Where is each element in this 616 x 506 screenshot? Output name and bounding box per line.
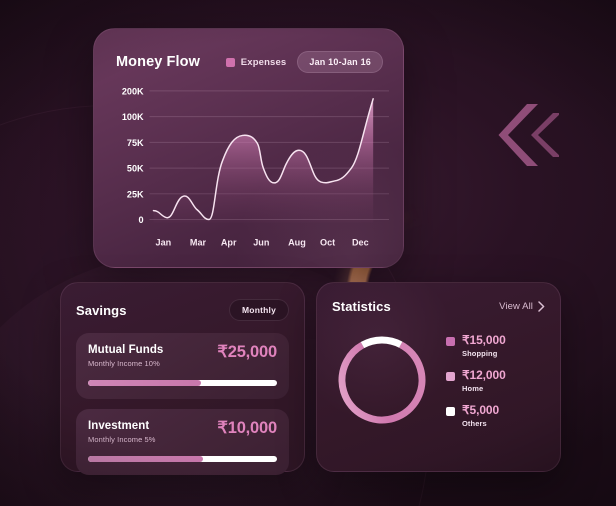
money-flow-header-controls: Expenses Jan 10-Jan 16 <box>225 51 383 73</box>
savings-progress-fill <box>88 380 202 386</box>
savings-item-name: Mutual Funds <box>88 344 164 356</box>
legend-item-amount: ₹12,000 <box>462 367 506 382</box>
svg-text:Dec: Dec <box>352 237 369 247</box>
svg-text:Oct: Oct <box>320 237 335 247</box>
statistics-header: Statistics View All <box>332 299 545 314</box>
statistics-body: ₹15,000 Shopping ₹12,000 Home ₹5,000 Oth… <box>332 330 545 430</box>
legend-item-text: ₹5,000 Others <box>462 403 500 429</box>
legend-item-home: ₹12,000 Home <box>446 367 506 394</box>
svg-text:200K: 200K <box>122 86 144 96</box>
savings-progress-track <box>88 456 277 462</box>
savings-header: Savings Monthly <box>76 299 289 321</box>
savings-title: Savings <box>76 302 127 318</box>
svg-text:25K: 25K <box>127 189 144 199</box>
page-title: Money Flow <box>116 54 200 70</box>
money-flow-area-chart: 200K 100K 75K 50K 25K 0 Jan Mar Apr Jun … <box>122 86 389 247</box>
savings-item-investment[interactable]: Investment Monthly Income 5% ₹10,000 <box>76 409 289 475</box>
svg-text:Aug: Aug <box>288 237 306 247</box>
chevron-right-icon <box>538 301 545 312</box>
view-all-label: View All <box>499 301 533 312</box>
savings-card: Savings Monthly Mutual Funds Monthly Inc… <box>60 282 305 475</box>
legend-item-text: ₹12,000 Home <box>462 367 506 394</box>
chart-area-fill <box>153 98 374 223</box>
legend-swatch-icon <box>446 336 455 346</box>
svg-text:Jan: Jan <box>156 237 172 247</box>
legend-swatch-icon <box>446 371 455 381</box>
statistics-legend: ₹15,000 Shopping ₹12,000 Home ₹5,000 Oth… <box>446 332 506 429</box>
money-flow-header: Money Flow Expenses Jan 10-Jan 16 <box>94 29 403 73</box>
savings-item-row: Investment Monthly Income 5% ₹10,000 <box>88 420 277 444</box>
savings-item-name: Investment <box>88 420 150 432</box>
legend-item-shopping: ₹15,000 Shopping <box>446 332 506 358</box>
legend-swatch-icon <box>225 57 235 67</box>
savings-item-text: Mutual Funds Monthly Income 10% <box>88 344 163 368</box>
legend-swatch-icon <box>446 407 455 417</box>
savings-item-subtitle: Monthly Income 10% <box>88 359 160 368</box>
svg-text:Mar: Mar <box>190 237 207 247</box>
svg-text:100K: 100K <box>122 112 144 122</box>
double-chevron-left-icon <box>487 99 561 171</box>
legend-expenses: Expenses <box>225 56 287 68</box>
savings-progress-fill <box>88 456 204 462</box>
svg-text:Apr: Apr <box>221 237 237 247</box>
savings-item-row: Mutual Funds Monthly Income 10% ₹25,000 <box>88 344 277 368</box>
chart-y-axis-labels: 200K 100K 75K 50K 25K 0 <box>122 86 144 225</box>
money-flow-card: Money Flow Expenses Jan 10-Jan 16 <box>93 28 404 268</box>
legend-item-label: Others <box>462 419 487 429</box>
legend-item-amount: ₹5,000 <box>462 403 500 418</box>
savings-period-selector[interactable]: Monthly <box>229 299 289 321</box>
svg-text:50K: 50K <box>127 164 144 174</box>
savings-item-text: Investment Monthly Income 5% <box>88 420 156 444</box>
statistics-title: Statistics <box>332 299 391 314</box>
legend-item-label: Shopping <box>462 348 498 358</box>
chart-x-axis-labels: Jan Mar Apr Jun Aug Oct Dec <box>156 237 369 247</box>
savings-item-amount: ₹10,000 <box>217 419 277 437</box>
legend-item-label: Home <box>462 384 484 394</box>
legend-item-amount: ₹15,000 <box>462 332 506 347</box>
statistics-card: Statistics View All <box>316 282 561 472</box>
savings-item-amount: ₹25,000 <box>217 343 277 361</box>
legend-item-text: ₹15,000 Shopping <box>462 332 506 358</box>
savings-progress-track <box>88 380 277 386</box>
view-all-button[interactable]: View All <box>499 301 545 312</box>
statistics-donut-chart <box>338 336 426 424</box>
svg-text:Jun: Jun <box>253 237 269 247</box>
legend-item-others: ₹5,000 Others <box>446 403 506 429</box>
savings-item-subtitle: Monthly Income 5% <box>88 435 156 444</box>
money-flow-plot-area: 200K 100K 75K 50K 25K 0 Jan Mar Apr Jun … <box>94 81 403 251</box>
svg-text:75K: 75K <box>127 138 144 148</box>
donut-segment-pink <box>338 336 426 424</box>
date-range-selector[interactable]: Jan 10-Jan 16 <box>297 51 383 73</box>
savings-item-mutual-funds[interactable]: Mutual Funds Monthly Income 10% ₹25,000 <box>76 333 289 399</box>
legend-expenses-label: Expenses <box>240 56 287 68</box>
svg-text:0: 0 <box>139 215 144 225</box>
donut-segment-white <box>338 336 426 424</box>
